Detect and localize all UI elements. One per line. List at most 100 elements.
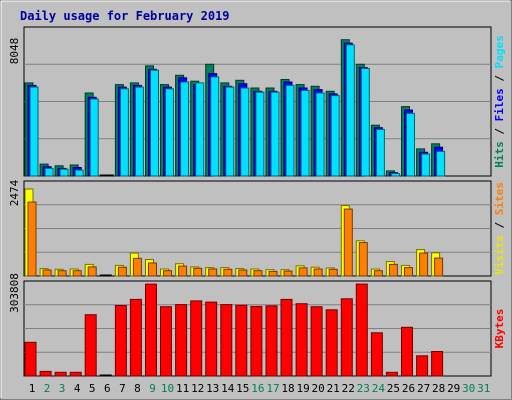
kbytes-bar-kbytes-day-19 — [295, 303, 308, 377]
kbytes-bar-kbytes-day-28 — [431, 351, 444, 377]
hits-bar-pages-day-1 — [29, 86, 39, 177]
visits-legend: Visits / Sites — [493, 182, 506, 275]
kbytes-bar-kbytes-day-3 — [54, 371, 67, 377]
visits-bar-sites-day-6 — [102, 274, 112, 277]
visits-bar-sites-day-8 — [132, 257, 142, 277]
kbytes-bar-kbytes-day-14 — [220, 304, 233, 377]
panel-kbytes: 303808 KBytes — [8, 273, 506, 377]
visits-bar-sites-day-10 — [163, 270, 172, 277]
kbytes-legend: KBytes — [493, 309, 506, 349]
hits-bar-pages-day-18 — [285, 84, 295, 177]
kbytes-bar-kbytes-day-23 — [355, 283, 368, 377]
legend-hits-label: Hits — [493, 141, 506, 168]
legend-pages-label: Pages — [493, 35, 506, 68]
day-label-24: 24 — [372, 382, 386, 395]
kbytes-bar-kbytes-day-25 — [385, 371, 398, 377]
hits-bar-pages-day-23 — [360, 68, 370, 177]
hits-bar-pages-day-4 — [74, 169, 84, 177]
kbytes-bar-kbytes-day-24 — [370, 332, 383, 377]
day-label-11: 11 — [176, 382, 189, 395]
day-label-19: 19 — [296, 382, 309, 395]
legend-kbytes-label: KBytes — [493, 309, 506, 349]
visits-bar-sites-day-23 — [358, 242, 368, 277]
day-label-23: 23 — [357, 382, 370, 395]
hits-legend: Hits / Files / Pages — [493, 35, 506, 168]
hits-bar-pages-day-16 — [255, 91, 265, 177]
hits-bar-pages-day-26 — [406, 112, 415, 177]
hits-bar-pages-day-9 — [150, 69, 159, 177]
hits-bar-pages-day-25 — [390, 173, 400, 177]
legend-separator: / — [493, 215, 506, 235]
day-label-27: 27 — [417, 382, 430, 395]
hits-bar-pages-day-19 — [300, 90, 310, 177]
day-label-31: 31 — [477, 382, 490, 395]
day-label-16: 16 — [251, 382, 264, 395]
hits-bar-pages-day-17 — [270, 91, 280, 177]
day-label-5: 5 — [89, 382, 96, 395]
visits-bar-sites-day-25 — [388, 263, 398, 277]
visits-bar-sites-day-14 — [223, 268, 233, 277]
kbytes-bar-kbytes-day-21 — [325, 309, 338, 377]
day-label-28: 28 — [432, 382, 445, 395]
chart-panels: 8048 Hits / Files / Pages 2474 Visits / Sit… — [8, 26, 506, 377]
day-label-9: 9 — [149, 382, 156, 395]
hits-bar-pages-day-27 — [421, 153, 431, 177]
legend-files-label: Files — [493, 88, 506, 121]
hits-bar-pages-day-28 — [436, 150, 446, 177]
visits-bar-sites-day-28 — [434, 257, 444, 277]
legend-sites-label: Sites — [493, 182, 506, 215]
hits-bar-pages-day-13 — [210, 76, 220, 177]
kbytes-bar-kbytes-day-27 — [416, 355, 429, 377]
day-label-20: 20 — [311, 382, 324, 395]
day-label-26: 26 — [402, 382, 415, 395]
visits-bar-sites-day-17 — [268, 270, 278, 277]
day-label-21: 21 — [327, 382, 340, 395]
day-label-18: 18 — [281, 382, 294, 395]
hits-bar-pages-day-22 — [345, 44, 355, 177]
x-axis-day-labels: 1 2 3 4 5 6 7 8 9 10 11 12 13 14 15 16 17 18 19 20 21 22 23 24 2… — [29, 382, 491, 395]
chart-title: Daily usage for February 2019 — [20, 9, 230, 23]
kbytes-bar-kbytes-day-10 — [160, 306, 172, 377]
legend-separator: / — [493, 68, 506, 88]
kbytes-bar-kbytes-day-7 — [114, 305, 127, 377]
day-label-22: 22 — [342, 382, 355, 395]
day-label-2: 2 — [44, 382, 51, 395]
visits-bar-sites-day-27 — [419, 252, 429, 277]
kbytes-bar-kbytes-day-17 — [265, 305, 278, 377]
visits-bar-sites-day-22 — [343, 208, 353, 277]
legend-separator: / — [493, 121, 506, 141]
visits-bar-sites-day-24 — [373, 270, 383, 277]
hits-bar-pages-day-5 — [89, 98, 99, 177]
hits-bar-pages-day-20 — [315, 92, 325, 177]
visits-bar-sites-day-5 — [87, 266, 97, 277]
visits-bar-sites-day-15 — [238, 269, 248, 277]
visits-bar-sites-day-2 — [42, 269, 52, 277]
visits-bar-sites-day-11 — [178, 265, 188, 277]
kbytes-bar-kbytes-day-20 — [310, 306, 323, 377]
hits-bar-pages-day-7 — [119, 88, 129, 177]
hits-bar-pages-day-12 — [195, 82, 205, 177]
kbytes-bar-kbytes-day-15 — [235, 304, 248, 377]
visits-bar-sites-day-16 — [253, 270, 263, 277]
day-label-12: 12 — [191, 382, 204, 395]
day-label-1: 1 — [29, 382, 36, 395]
kbytes-bar-kbytes-day-1 — [24, 341, 37, 377]
visits-bar-sites-day-18 — [283, 270, 293, 277]
visits-bar-sites-day-4 — [72, 270, 82, 277]
hits-bar-pages-day-11 — [180, 81, 190, 177]
visits-bar-sites-day-3 — [57, 270, 67, 277]
kbytes-bar-kbytes-day-4 — [69, 371, 82, 377]
visits-bar-sites-day-21 — [328, 268, 338, 277]
visits-bar-sites-day-7 — [117, 266, 127, 277]
visits-max-label: 2474 — [8, 179, 21, 206]
day-label-17: 17 — [266, 382, 279, 395]
visits-bar-sites-day-12 — [193, 267, 203, 277]
hits-max-label: 8048 — [8, 38, 21, 65]
panel-hits: 8048 Hits / Files / Pages — [8, 26, 506, 177]
day-label-3: 3 — [59, 382, 66, 395]
kbytes-bar-kbytes-day-18 — [280, 298, 293, 377]
kbytes-bar-kbytes-day-12 — [190, 300, 203, 377]
day-label-15: 15 — [236, 382, 249, 395]
hits-bar-pages-day-21 — [330, 95, 340, 177]
kbytes-bar-kbytes-day-2 — [39, 370, 52, 377]
